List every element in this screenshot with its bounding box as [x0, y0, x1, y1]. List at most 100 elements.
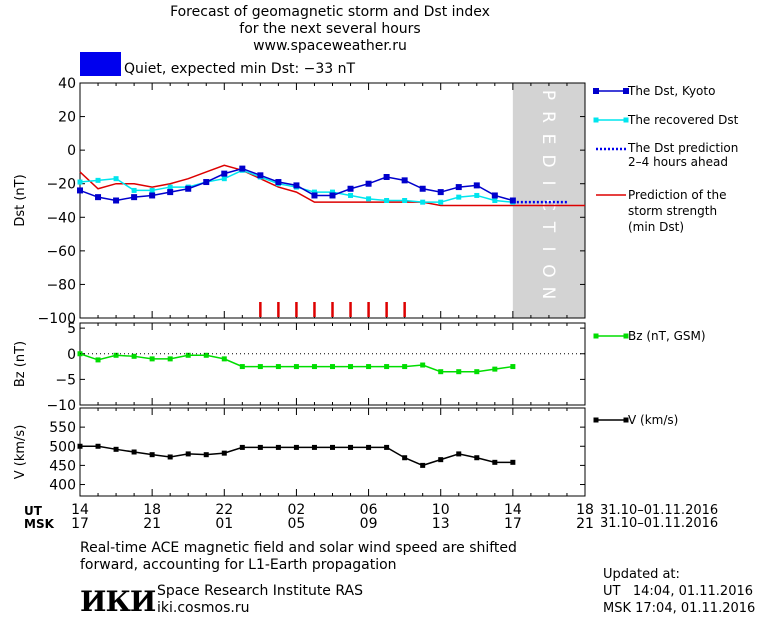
legend-bz-label: Bz (nT, GSM) [628, 329, 706, 343]
y-tick-label: 400 [49, 478, 76, 494]
legend-kyoto-swatch-marker [623, 88, 629, 94]
speed-point [95, 443, 101, 449]
ut-tick-label: 02 [288, 502, 306, 518]
legend-v-label: V (km/s) [628, 413, 679, 427]
bz-point [330, 364, 335, 370]
speed-point [149, 452, 155, 458]
ut-tick-label: 10 [432, 502, 450, 518]
y-tick-label: −10 [46, 398, 76, 414]
speed-point [348, 444, 354, 450]
bz-point [221, 356, 227, 362]
bz-point [456, 369, 462, 375]
ut-tick-label: 14 [71, 502, 89, 518]
y-tick-label: −100 [38, 311, 76, 327]
recovered-dst-point [77, 179, 83, 185]
bz-point [275, 364, 281, 370]
prediction-label-letter: P [538, 90, 558, 100]
msk-tick-label: 09 [360, 516, 378, 532]
kyoto-dst-point [311, 192, 318, 199]
recovered-dst-point [330, 189, 335, 195]
speed-point [510, 459, 516, 465]
kyoto-dst-point [365, 180, 372, 187]
chart-title-line2: for the next several hours [239, 21, 421, 37]
legend-recovered-swatch-marker [593, 117, 599, 123]
y-axis-label: V (km/s) [13, 425, 28, 480]
recovered-dst-point [384, 198, 390, 203]
legend-kyoto-label: The Dst, Kyoto [628, 84, 716, 98]
speed-point [402, 455, 408, 461]
speed-point [456, 451, 462, 457]
legend-v-swatch-marker [593, 417, 599, 423]
legend-kyoto-swatch-marker [593, 88, 599, 94]
website-url[interactable]: www.spaceweather.ru [253, 38, 407, 54]
speed-point [420, 462, 426, 468]
msk-tick-label: 01 [215, 516, 233, 532]
bz-point [474, 369, 480, 375]
msk-tick-label: 13 [432, 516, 450, 532]
kyoto-dst-point [203, 179, 210, 186]
prediction-shade [512, 83, 585, 318]
y-tick-label: −5 [55, 372, 76, 388]
legend-v-swatch-marker [623, 417, 629, 423]
speed-point [293, 444, 299, 450]
speed-point [311, 444, 317, 450]
speed-point [257, 444, 263, 450]
speed-point [239, 444, 245, 450]
bz-point [402, 364, 408, 370]
kyoto-dst-point [473, 182, 480, 189]
bz-point [203, 352, 209, 358]
kyoto-dst-point [491, 192, 498, 199]
msk-tick-label: 05 [288, 516, 306, 532]
ut-tick-label: 06 [360, 502, 378, 518]
recovered-dst-point [131, 187, 137, 193]
prediction-label-letter: N [538, 287, 558, 300]
recovered-dst-point [456, 194, 462, 200]
speed-point [185, 451, 191, 457]
quiet-status-label: Quiet, expected min Dst: −33 nT [124, 61, 356, 77]
speed-point [167, 454, 173, 460]
msk-tick-label: 21 [143, 516, 161, 532]
recovered-dst-point [366, 196, 372, 202]
recovered-dst-point [402, 198, 408, 203]
ut-tick-label: 14 [504, 502, 522, 518]
prediction-label-letter: I [538, 246, 558, 251]
chart-title-line1: Forecast of geomagnetic storm and Dst in… [170, 4, 490, 20]
prediction-label-letter: E [538, 134, 558, 145]
recovered-dst-point [474, 192, 480, 198]
prediction-label-letter: T [538, 221, 558, 233]
recovered-dst-point [311, 189, 317, 195]
speed-point [113, 446, 119, 452]
speed-point [384, 444, 390, 450]
bz-point [366, 364, 372, 370]
y-tick-label: 20 [58, 110, 76, 126]
msk-date-range: 31.10–01.11.2016 [600, 516, 719, 531]
bz-point [293, 364, 299, 370]
updated-label: Updated at: [603, 567, 680, 582]
speed-point [474, 455, 480, 461]
panel-frame [79, 407, 586, 497]
bz-point [95, 357, 101, 363]
speed-point [221, 450, 227, 456]
recovered-dst-point [348, 192, 354, 198]
kyoto-dst-point [185, 185, 192, 192]
y-tick-label: −60 [46, 244, 76, 260]
kyoto-dst-point [455, 184, 462, 191]
updated-msk: MSK 17:04, 01.11.2016 [603, 601, 756, 616]
kyoto-dst-point [167, 189, 174, 196]
iki-logo: ИКИ [80, 585, 156, 618]
ut-date-range: 31.10–01.11.2016 [600, 503, 719, 518]
y-tick-label: 550 [49, 420, 76, 436]
kyoto-dst-point [113, 197, 120, 204]
kyoto-dst-point [329, 192, 336, 199]
kyoto-dst-point [437, 189, 444, 196]
footer-note-line1: Real-time ACE magnetic field and solar w… [80, 540, 517, 556]
institute-name: Space Research Institute RAS [157, 583, 363, 599]
kyoto-dst-point [221, 170, 228, 177]
bz-point [438, 369, 444, 375]
bz-point [149, 356, 155, 362]
institute-site[interactable]: iki.cosmos.ru [157, 600, 250, 616]
kyoto-dst-point [347, 185, 354, 192]
bz-point [384, 364, 390, 370]
recovered-dst-point [438, 199, 444, 205]
